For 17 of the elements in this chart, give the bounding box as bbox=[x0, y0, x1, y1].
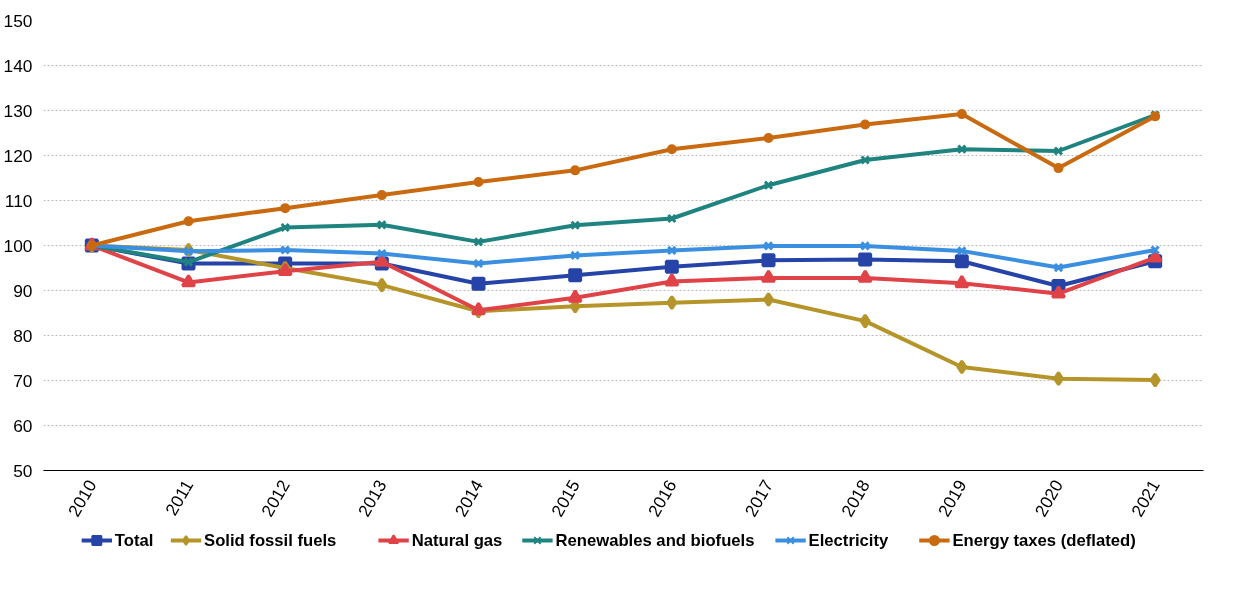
y-tick-label: 60 bbox=[13, 415, 33, 436]
y-tick-label: 110 bbox=[4, 190, 33, 211]
y-tick-label: 130 bbox=[3, 100, 33, 121]
legend-label: Natural gas bbox=[411, 531, 503, 550]
legend-label: Electricity bbox=[808, 531, 889, 550]
legend-label: Energy taxes (deflated) bbox=[952, 531, 1136, 550]
legend-label: Total bbox=[114, 531, 154, 550]
legend-label: Solid fossil fuels bbox=[204, 531, 337, 550]
y-tick-label: 150 bbox=[3, 10, 33, 31]
y-tick-label: 140 bbox=[3, 55, 33, 76]
y-tick-label: 50 bbox=[13, 460, 33, 481]
y-tick-label: 70 bbox=[13, 370, 33, 391]
y-tick-label: 100 bbox=[3, 235, 33, 256]
y-tick-label: 90 bbox=[13, 280, 33, 301]
legend-label: Renewables and biofuels bbox=[555, 531, 755, 550]
y-tick-label: 120 bbox=[3, 145, 33, 166]
y-tick-label: 80 bbox=[13, 325, 33, 346]
